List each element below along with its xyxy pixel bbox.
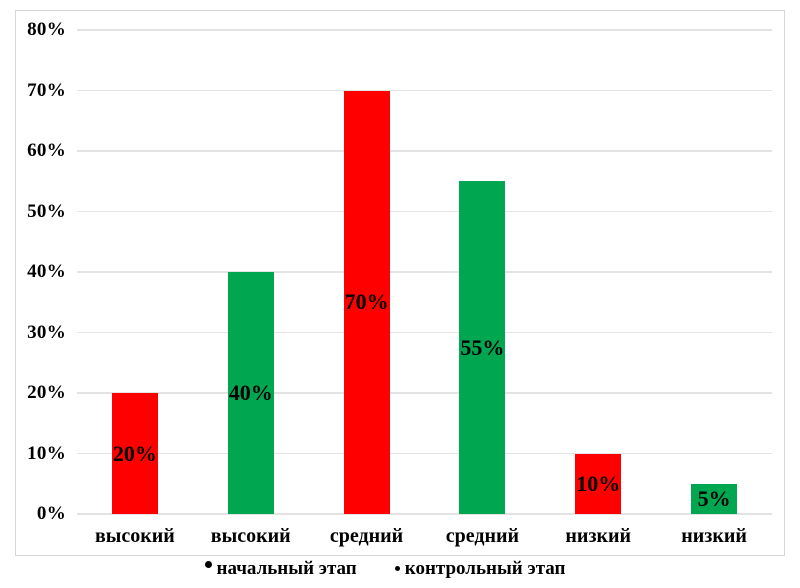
gridline <box>77 150 772 152</box>
bar-value-label: 70% <box>344 289 389 315</box>
legend-item-control-stage: контрольный этап <box>394 558 566 580</box>
bar-начальный-высокий: 20% <box>111 393 158 514</box>
gridline <box>77 513 772 515</box>
legend-label: начальный этап <box>216 558 357 579</box>
bar-value-label: 20% <box>112 440 157 466</box>
bar-контрольный-низкий: 5% <box>691 483 738 514</box>
plot-area: 20% 40% 70% 55% 10% 5% <box>77 29 772 515</box>
bar-начальный-средний: 70% <box>343 90 390 514</box>
legend-bullet-icon <box>204 561 212 568</box>
bar-value-label: 5% <box>697 485 731 511</box>
legend-label: контрольный этап <box>404 558 566 579</box>
y-axis-tick-label: 30% <box>27 321 66 343</box>
gridline <box>77 271 772 273</box>
bar-контрольный-высокий: 40% <box>227 272 274 514</box>
y-axis-tick-label: 50% <box>27 200 66 222</box>
y-axis-tick-label: 80% <box>27 19 66 40</box>
y-axis-tick-label: 20% <box>27 382 66 403</box>
bar-value-label: 10% <box>576 470 621 496</box>
y-axis: 0% 10% 20% 30% 40% 50% 60% 70% 80% <box>0 0 77 588</box>
y-axis-tick-label: 70% <box>27 79 66 101</box>
gridline <box>77 210 772 213</box>
y-axis-tick-label: 10% <box>27 442 66 464</box>
y-axis-tick-label: 60% <box>27 140 66 161</box>
y-axis-tick-label: 0% <box>36 503 66 524</box>
bar-value-label: 55% <box>460 334 505 360</box>
gridline <box>77 452 772 455</box>
bar-value-label: 40% <box>228 380 273 405</box>
bar-контрольный-средний: 55% <box>459 181 506 514</box>
legend-bullet-icon <box>394 566 400 571</box>
y-axis-tick-label: 40% <box>27 261 66 282</box>
gridline <box>77 392 772 394</box>
chart-legend: начальный этап контрольный этап <box>0 558 785 580</box>
legend-item-initial-stage: начальный этап <box>204 558 357 580</box>
bar-начальный-низкий: 10% <box>575 453 622 514</box>
gridline <box>77 331 772 334</box>
gridline <box>77 29 772 31</box>
gridline <box>77 89 772 92</box>
